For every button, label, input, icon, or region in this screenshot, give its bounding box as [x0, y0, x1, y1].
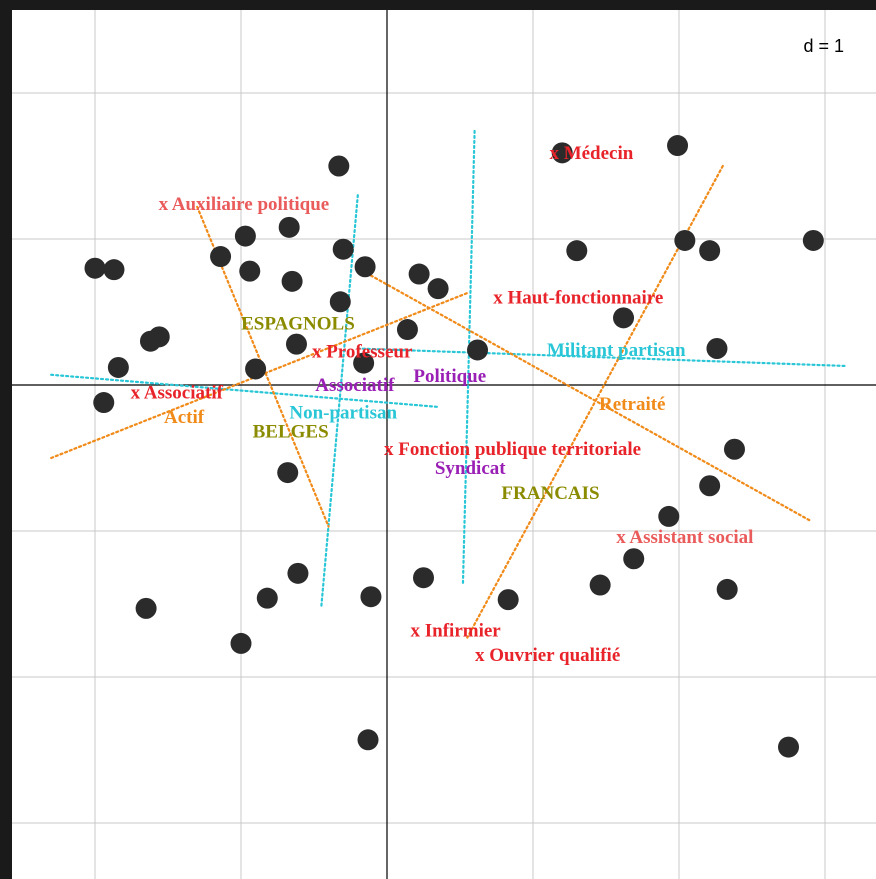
individual-point: [497, 589, 519, 611]
individual-point: [281, 270, 303, 292]
activity-label: Retraité: [599, 394, 665, 415]
individual-point: [329, 291, 351, 313]
nationality-label: FRANCAIS: [501, 483, 599, 504]
individual-point: [354, 256, 376, 278]
individual-point: [613, 307, 635, 329]
individual-point: [230, 632, 252, 654]
individual-point: [706, 338, 728, 359]
individual-point: [135, 597, 157, 619]
occupation-label: x Auxiliaire politique: [159, 194, 330, 215]
individual-point: [658, 505, 680, 527]
individual-point: [699, 475, 721, 497]
scale-label: d = 1: [803, 36, 844, 56]
individual-point: [139, 330, 161, 352]
individual-point: [210, 246, 232, 268]
individual-point: [674, 229, 696, 251]
occupation-label: x Associatif: [131, 382, 224, 403]
individual-point: [287, 562, 309, 584]
frame-left: [0, 0, 12, 879]
individual-point: [84, 257, 106, 279]
activity-segment: [356, 267, 812, 522]
occupation-label: x Infirmier: [411, 620, 502, 641]
activity-label: Actif: [164, 407, 205, 428]
individual-point: [256, 587, 278, 609]
frame-top: [0, 0, 876, 10]
occupation-label: x Fonction publique territoriale: [384, 439, 641, 460]
individual-point: [285, 333, 307, 355]
partisanship-segment: [461, 129, 476, 587]
individual-point: [245, 358, 267, 380]
individual-point: [667, 135, 689, 157]
individual-point: [566, 240, 588, 262]
occupation-label: x Haut-fonctionnaire: [493, 287, 663, 308]
individual-point: [277, 462, 299, 484]
individual-point: [408, 263, 430, 285]
activity-segment: [50, 291, 469, 460]
individual-point: [353, 352, 375, 374]
individual-point: [413, 567, 434, 589]
individual-point: [716, 578, 738, 600]
nationality-label: ESPAGNOLS: [241, 314, 355, 335]
partisanship-segment: [50, 373, 440, 408]
partisanship-label: Militant partisan: [547, 340, 686, 361]
individual-point: [328, 155, 350, 177]
individual-point: [551, 142, 573, 164]
individual-point: [332, 238, 354, 260]
partisanship-label: Non-partisan: [289, 403, 397, 424]
individual-point: [623, 548, 645, 570]
individual-point: [589, 574, 611, 596]
partisanship-segment: [320, 194, 359, 609]
nationality-label: BELGES: [253, 422, 329, 443]
individual-point: [360, 586, 382, 608]
individual-point: [93, 392, 115, 414]
individual-point: [103, 259, 125, 281]
individual-point: [699, 240, 721, 262]
individual-point: [427, 278, 449, 300]
individual-point: [278, 216, 300, 238]
dotted-segments: [50, 129, 849, 639]
engagement-label: Associatif: [315, 375, 395, 396]
engagement-label: Syndicat: [435, 458, 506, 479]
occupation-label: x Ouvrier qualifié: [475, 645, 620, 666]
individual-point: [396, 319, 418, 341]
engagement-label: Politique: [413, 366, 486, 387]
individual-points: [84, 135, 824, 758]
category-labels: x Médecin x Auxiliaire politique x Haut-fo…: [131, 143, 754, 666]
partisanship-segment: [356, 347, 849, 368]
individual-point: [467, 339, 489, 361]
occupation-label: x Médecin: [549, 143, 633, 164]
occupation-label: x Professeur: [312, 341, 413, 362]
individual-point: [723, 438, 745, 460]
occupation-label: x Assistant social: [616, 527, 753, 548]
individual-point: [239, 260, 261, 282]
individual-point: [357, 729, 379, 751]
individual-point: [107, 356, 129, 378]
individual-point: [234, 225, 256, 247]
individual-point: [778, 736, 799, 758]
individual-point: [802, 229, 824, 251]
